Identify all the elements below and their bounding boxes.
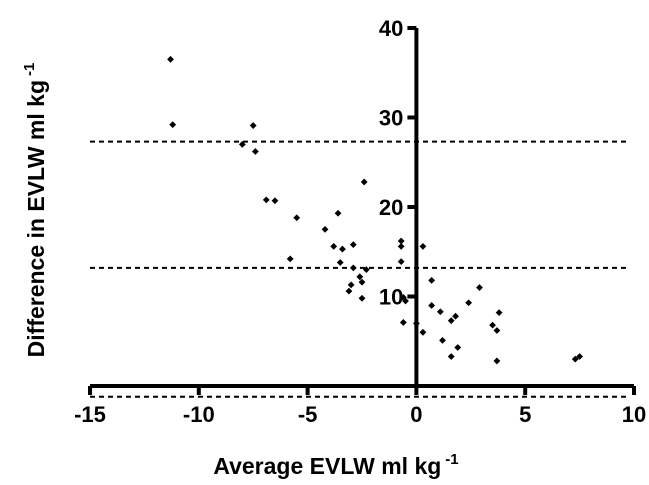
data-point — [447, 317, 455, 325]
data-point — [356, 273, 364, 281]
data-point — [465, 299, 473, 307]
data-point — [436, 308, 444, 316]
y-tick-label: 10 — [379, 285, 403, 310]
data-point — [447, 353, 455, 360]
data-point — [349, 241, 357, 248]
data-point — [493, 357, 501, 365]
data-point — [360, 178, 368, 186]
data-point — [428, 302, 436, 309]
x-axis-title: Average EVLW ml kg -1 — [213, 451, 458, 479]
data-point — [493, 327, 501, 334]
data-point — [397, 258, 405, 265]
data-point — [399, 293, 407, 301]
data-point — [330, 242, 338, 250]
data-point — [397, 242, 405, 250]
data-point — [402, 297, 409, 305]
data-point — [397, 237, 405, 245]
data-point — [428, 276, 436, 284]
reference-lines — [90, 140, 628, 398]
data-point — [262, 196, 270, 204]
data-point — [452, 312, 459, 320]
x-tick-label: -10 — [183, 402, 215, 427]
data-point — [271, 197, 279, 205]
data-point — [249, 122, 257, 129]
data-point — [293, 214, 301, 222]
data-point — [167, 55, 174, 63]
data-point — [339, 245, 346, 253]
data-point — [347, 281, 355, 289]
data-point — [571, 355, 579, 363]
ticks: -15 -10 -5 0 5 10 10 20 30 40 — [74, 16, 646, 427]
data-point — [321, 225, 329, 233]
data-point — [358, 278, 366, 286]
x-tick-label: 10 — [622, 402, 646, 427]
data-point — [169, 121, 177, 129]
data-point — [489, 321, 496, 329]
data-point — [476, 284, 483, 291]
data-point — [362, 266, 370, 274]
data-point — [495, 309, 503, 317]
x-tick-label: 0 — [410, 402, 422, 427]
data-point — [286, 255, 294, 263]
data-point — [251, 148, 259, 155]
x-tick-label: -15 — [74, 402, 106, 427]
data-point — [419, 242, 427, 250]
y-tick-label: 20 — [379, 195, 403, 220]
y-tick-label: 40 — [379, 16, 403, 41]
y-axis-title: Difference in EVLW ml kg-1 — [21, 63, 49, 358]
data-points — [167, 55, 583, 365]
data-point — [576, 353, 583, 360]
data-point — [336, 259, 344, 266]
data-point — [358, 294, 366, 302]
y-tick-label: 30 — [379, 106, 403, 131]
data-point — [349, 264, 357, 272]
x-tick-label: 5 — [519, 402, 531, 427]
data-point — [399, 319, 407, 326]
data-point — [334, 209, 342, 217]
data-point — [413, 319, 420, 327]
data-point — [439, 336, 446, 344]
axes — [90, 28, 634, 388]
x-tick-label: -5 — [298, 402, 318, 427]
data-point — [454, 344, 462, 351]
data-point — [345, 287, 353, 295]
data-point — [419, 328, 427, 336]
data-point — [238, 140, 246, 148]
